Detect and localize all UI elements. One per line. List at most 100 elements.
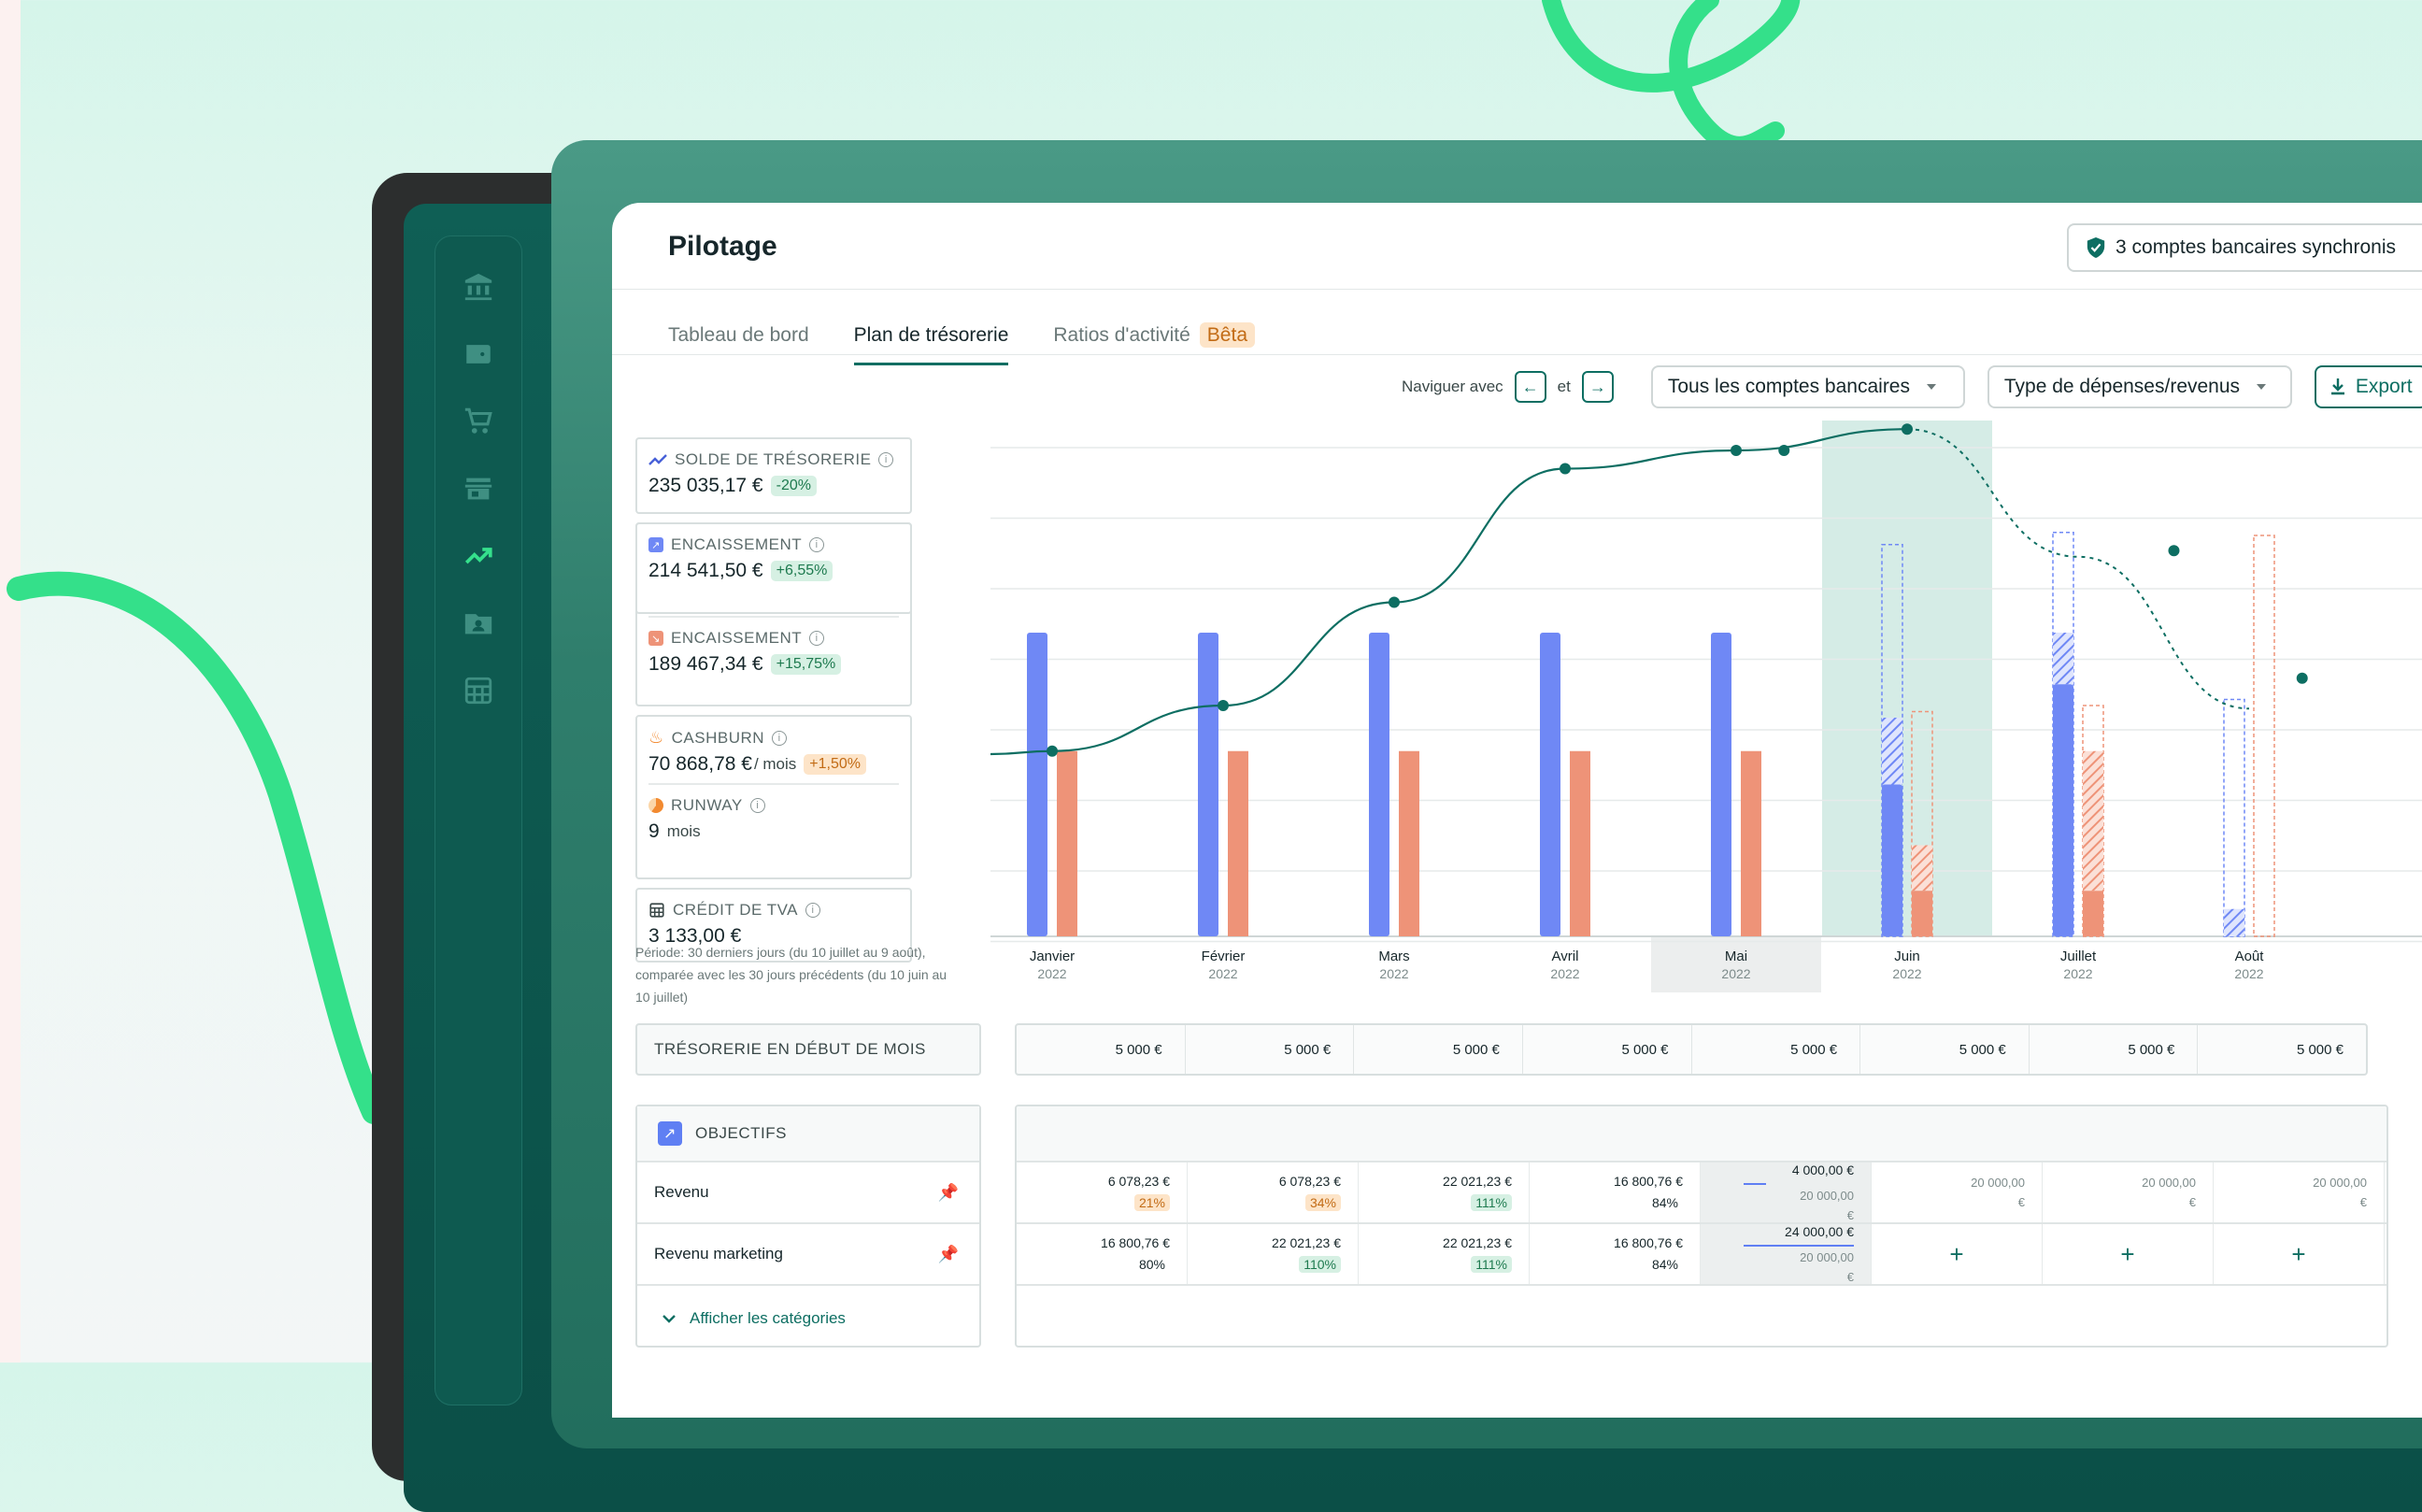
objective-value: 22 021,23 €	[1443, 1235, 1512, 1250]
income-bar	[1882, 784, 1902, 936]
objective-cell: 22 021,23 € 110%	[1188, 1224, 1359, 1284]
download-icon	[2330, 378, 2344, 395]
trending-up-icon[interactable]	[456, 534, 501, 578]
trend-icon	[648, 454, 667, 465]
objective-percent-badge: 21%	[1133, 1194, 1170, 1211]
calculator-icon[interactable]	[456, 668, 501, 713]
objective-cell: 16 800,76 € 84%	[1530, 1224, 1701, 1284]
objective-cell: 6 078,23 € 34%	[1188, 1163, 1359, 1222]
add-objective-cell[interactable]: +	[1872, 1224, 2043, 1284]
expense-partial-bar	[2083, 750, 2103, 892]
prev-period-button[interactable]: ←	[1514, 371, 1546, 403]
objective-row-revenue[interactable]: Revenu 📌	[637, 1163, 979, 1224]
pin-icon[interactable]: 📌	[937, 1244, 959, 1263]
bank-sync-button[interactable]: 3 comptes bancaires synchronis	[2067, 223, 2422, 272]
tabs-divider	[612, 354, 2422, 355]
opening-balance-cell: 5 000 €	[1860, 1025, 2030, 1074]
gauge-icon	[648, 798, 663, 813]
show-categories-button[interactable]: Afficher les catégories	[637, 1286, 979, 1351]
income-bar	[2053, 684, 2073, 936]
objective-value: 16 800,76 €	[1101, 1235, 1170, 1250]
next-period-button[interactable]: →	[1581, 371, 1614, 403]
objective-label: Revenu	[654, 1183, 709, 1201]
objective-percent-badge: 111%	[1471, 1194, 1512, 1211]
info-icon[interactable]: i	[772, 730, 788, 746]
export-button[interactable]: Export	[2314, 365, 2422, 408]
bank-accounts-select[interactable]: Tous les comptes bancaires	[1650, 365, 1965, 408]
month-label: Août	[2235, 949, 2265, 964]
month-label: Juillet	[2060, 949, 2097, 964]
expense-bar	[1912, 891, 1932, 936]
plus-icon[interactable]: +	[1949, 1239, 1964, 1268]
info-icon[interactable]: i	[878, 452, 894, 467]
wallet-icon[interactable]	[456, 332, 501, 377]
kpi-change-badge: +6,55%	[770, 561, 833, 581]
year-label: 2022	[1721, 966, 1750, 981]
objective-label: Revenu marketing	[654, 1245, 783, 1262]
info-icon[interactable]: i	[809, 631, 825, 646]
year-label: 2022	[1550, 966, 1579, 981]
arrow-up-right-icon: ↗	[658, 1121, 682, 1146]
kpi-card-burn: ♨ CASHBURN i 70 868,78 € / mois +1,50% RUNWA…	[635, 715, 912, 879]
objective-cell: 4 000,00 € 20 000,00 €	[1701, 1163, 1872, 1222]
objective-goal-unit: €	[1846, 1270, 1854, 1284]
objective-value: 6 078,23 €	[1107, 1174, 1170, 1189]
objective-cell: 20 000,00 €	[2043, 1163, 2214, 1222]
objective-cell: 16 800,76 € 80%	[1017, 1224, 1188, 1284]
opening-balance-row: 5 000 € 5 000 € 5 000 € 5 000 € 5 000 € …	[1015, 1023, 2368, 1076]
shield-check-icon	[2087, 237, 2105, 258]
objective-goal-unit: €	[2017, 1195, 2025, 1209]
income-partial-bar	[1882, 718, 1902, 785]
tab-cash-plan[interactable]: Plan de trésorerie	[853, 324, 1008, 365]
plus-icon[interactable]: +	[2291, 1239, 2306, 1268]
objective-percent-badge: 34%	[1304, 1194, 1341, 1211]
arrow-down-right-icon: ↘	[648, 631, 663, 646]
store-icon[interactable]	[456, 466, 501, 511]
expense-type-value: Type de dépenses/revenus	[2003, 376, 2241, 397]
expense-type-select[interactable]: Type de dépenses/revenus	[1987, 365, 2292, 408]
objectives-panel: ↗ OBJECTIFS Revenu 📌 Revenu marketing 📌 …	[635, 1105, 981, 1348]
contacts-folder-icon[interactable]	[456, 601, 501, 646]
objective-row-marketing[interactable]: Revenu marketing 📌	[637, 1224, 979, 1286]
year-label: 2022	[2063, 966, 2092, 981]
expense-bar	[1057, 750, 1077, 936]
kpi-value: 3 133,00 €	[648, 925, 742, 947]
plus-icon[interactable]: +	[2120, 1239, 2135, 1268]
month-label: Janvier	[1030, 949, 1075, 964]
income-bar	[1198, 633, 1218, 936]
objective-value: 24 000,00 €	[1785, 1224, 1854, 1239]
kpi-label: RUNWAY	[671, 796, 743, 814]
balance-point	[1218, 700, 1229, 711]
pin-icon[interactable]: 📌	[937, 1182, 959, 1202]
forecast-point	[1778, 445, 1790, 456]
income-bar	[1369, 633, 1389, 936]
tab-activity-ratios[interactable]: Ratios d'activité Bêta	[1053, 322, 1255, 365]
arrow-left-icon: ←	[1521, 377, 1539, 396]
add-objective-cell[interactable]: +	[2214, 1224, 2385, 1284]
kpi-value: 235 035,17 €	[648, 475, 763, 496]
objectives-grid-row: 16 800,76 €80% 22 021,23 €110% 22 021,23 €…	[1017, 1224, 2386, 1286]
info-icon[interactable]: i	[809, 537, 825, 552]
cart-icon[interactable]	[456, 399, 501, 444]
kpi-change-badge: +15,75%	[770, 654, 842, 675]
month-label: Avril	[1552, 949, 1579, 964]
tab-dashboard[interactable]: Tableau de bord	[668, 324, 809, 346]
opening-balance-cell: 5 000 €	[1186, 1025, 1355, 1074]
objective-cell: 24 000,00 € 20 000,00 €	[1701, 1224, 1872, 1284]
add-objective-cell[interactable]: +	[2043, 1224, 2214, 1284]
income-partial-bar	[2224, 908, 2244, 936]
objective-value: 16 800,76 €	[1614, 1174, 1683, 1189]
year-label: 2022	[2234, 966, 2263, 981]
objective-goal: 20 000,00	[2142, 1176, 2196, 1190]
opening-balance-cell: 5 000 €	[2030, 1025, 2199, 1074]
expense-bar	[1570, 750, 1590, 936]
info-icon[interactable]: i	[805, 903, 821, 918]
year-label: 2022	[1892, 966, 1921, 981]
income-bar	[1540, 633, 1560, 936]
info-icon[interactable]: i	[749, 798, 765, 813]
objective-value: 6 078,23 €	[1278, 1174, 1341, 1189]
balance-point	[1560, 463, 1571, 475]
left-edge-strip	[0, 0, 21, 1362]
income-partial-bar	[2053, 633, 2073, 685]
bank-icon[interactable]	[456, 264, 501, 309]
